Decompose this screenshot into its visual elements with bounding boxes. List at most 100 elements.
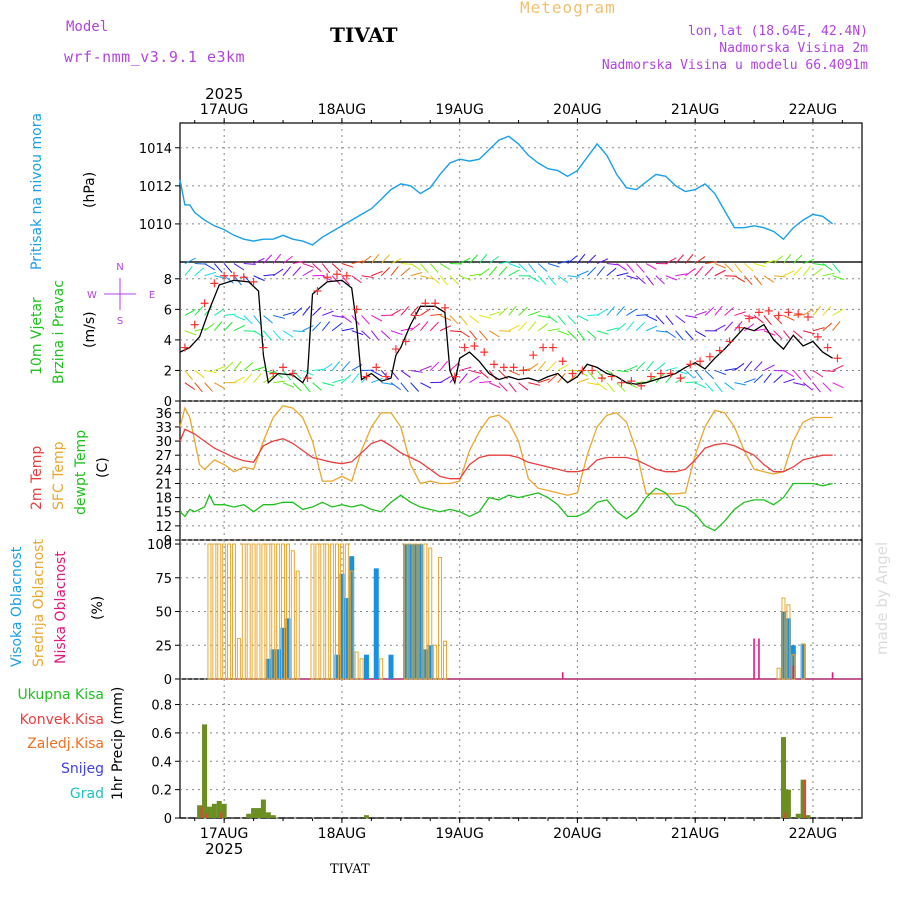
wind-arrow — [331, 263, 342, 272]
wind-arrow — [331, 322, 342, 332]
wind-arrow — [322, 382, 335, 387]
wind-arrow — [282, 311, 295, 316]
sfc-temp-line — [179, 404, 833, 496]
wind-arrow — [390, 330, 403, 336]
mid-cloud-bar — [339, 543, 344, 680]
wind-arrow — [420, 263, 429, 273]
wind-arrow — [783, 330, 792, 341]
wind-arrow — [793, 382, 806, 386]
wind-arrow — [773, 330, 783, 340]
wind-arrow — [204, 369, 217, 374]
wind-arrow — [635, 263, 645, 273]
wind-arrow — [714, 324, 726, 332]
wind-arrow — [616, 322, 627, 332]
wind-arrow — [596, 382, 607, 391]
wind-arrow — [253, 275, 265, 282]
wind-arrow — [714, 369, 727, 376]
wind-arrow — [184, 370, 193, 381]
wind-gust-marker — [239, 273, 248, 282]
wind-arrow — [694, 330, 706, 338]
wind-gust-marker — [637, 381, 646, 390]
wind-gust-marker — [323, 273, 332, 282]
wind-arrow — [635, 275, 646, 285]
wind-arrow — [204, 382, 213, 392]
wind-arrow — [822, 322, 833, 332]
wind-arrow — [263, 254, 273, 264]
wind-arrow — [469, 369, 482, 375]
wind-arrow — [518, 321, 528, 332]
wind-arrow — [773, 275, 786, 278]
wind-arrow — [498, 330, 511, 332]
wind-arrow — [744, 378, 756, 384]
wind-arrow — [508, 263, 521, 269]
wind-arrow — [351, 372, 360, 383]
wind-gust-marker — [249, 277, 258, 286]
total-precip-bar — [216, 800, 222, 818]
high-cloud-bar — [422, 649, 428, 679]
wind-arrow — [704, 306, 715, 316]
wind-arrow — [743, 275, 753, 286]
wind-gust-marker — [450, 372, 459, 381]
compass-w: W — [87, 290, 97, 301]
wind-arrow — [400, 267, 411, 277]
wind-arrow — [213, 321, 223, 332]
wind-arrow — [645, 275, 654, 286]
wind-arrow — [400, 327, 413, 332]
wind-arrow — [528, 363, 539, 371]
wind-arrow — [577, 330, 586, 341]
wind-arrow — [312, 321, 322, 332]
day-label-bottom: 17AUG — [200, 826, 249, 842]
wind-gust-marker — [725, 337, 734, 346]
wind-arrow — [331, 275, 341, 285]
wind-arrow — [567, 275, 580, 278]
wind-arrow — [253, 366, 266, 371]
y-tick-label: 0.2 — [151, 784, 172, 799]
mid-cloud-bar — [285, 543, 290, 680]
wind-arrow — [479, 314, 492, 319]
wind-arrow — [577, 315, 589, 322]
wind-arrow — [194, 382, 203, 393]
wind-arrow — [341, 374, 352, 384]
y-tick-label: 75 — [155, 572, 172, 587]
wind-arrow — [675, 273, 688, 277]
wind-arrow — [743, 360, 753, 371]
y-tick-label: 6 — [164, 303, 172, 318]
wind-arrow — [439, 275, 448, 286]
wind-arrow — [390, 308, 402, 316]
high-cloud-bar — [417, 544, 423, 679]
wind-arrow — [743, 323, 755, 332]
wind-arrow — [370, 253, 380, 264]
mid-cloud-bar — [241, 543, 246, 680]
convective-precip-bar — [220, 812, 223, 818]
wind-arrow — [273, 380, 286, 384]
wind-arrow — [518, 306, 528, 316]
wind-gust-marker — [421, 299, 430, 308]
wind-arrow — [734, 321, 743, 332]
panel-frame-0 — [179, 122, 863, 263]
wind-gust-marker — [431, 299, 440, 308]
wind-arrow — [518, 263, 528, 273]
wind-arrow — [390, 266, 399, 277]
wind-arrow — [792, 370, 802, 380]
wind-arrow — [753, 374, 764, 384]
wind-arrow — [538, 314, 551, 319]
wind-arrow — [675, 369, 688, 375]
wind-arrow — [488, 266, 498, 277]
day-label-top: 17AUG — [200, 102, 249, 118]
wind-arrow — [213, 263, 223, 273]
wind-arrow — [665, 367, 678, 371]
low-cloud-bar — [792, 665, 795, 679]
wind-arrow — [822, 272, 835, 277]
y-tick-label: 18 — [155, 492, 172, 507]
precip-legend-freezing: Zaledj.Kisa — [27, 736, 104, 752]
high-cloud-bar — [285, 618, 291, 679]
wind-arrow — [753, 361, 763, 371]
wind-arrow — [302, 269, 314, 277]
wind-arrow — [724, 367, 737, 371]
mid-cloud-bar — [335, 543, 340, 680]
mid-cloud-bar — [236, 638, 241, 680]
wind-gust-marker — [833, 354, 842, 363]
wind-arrow — [626, 365, 638, 371]
y-tick-label: 100 — [147, 538, 172, 553]
wind-arrow — [685, 314, 698, 319]
